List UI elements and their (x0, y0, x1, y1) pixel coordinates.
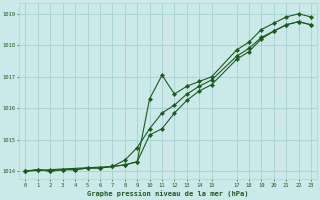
X-axis label: Graphe pression niveau de la mer (hPa): Graphe pression niveau de la mer (hPa) (87, 190, 249, 197)
